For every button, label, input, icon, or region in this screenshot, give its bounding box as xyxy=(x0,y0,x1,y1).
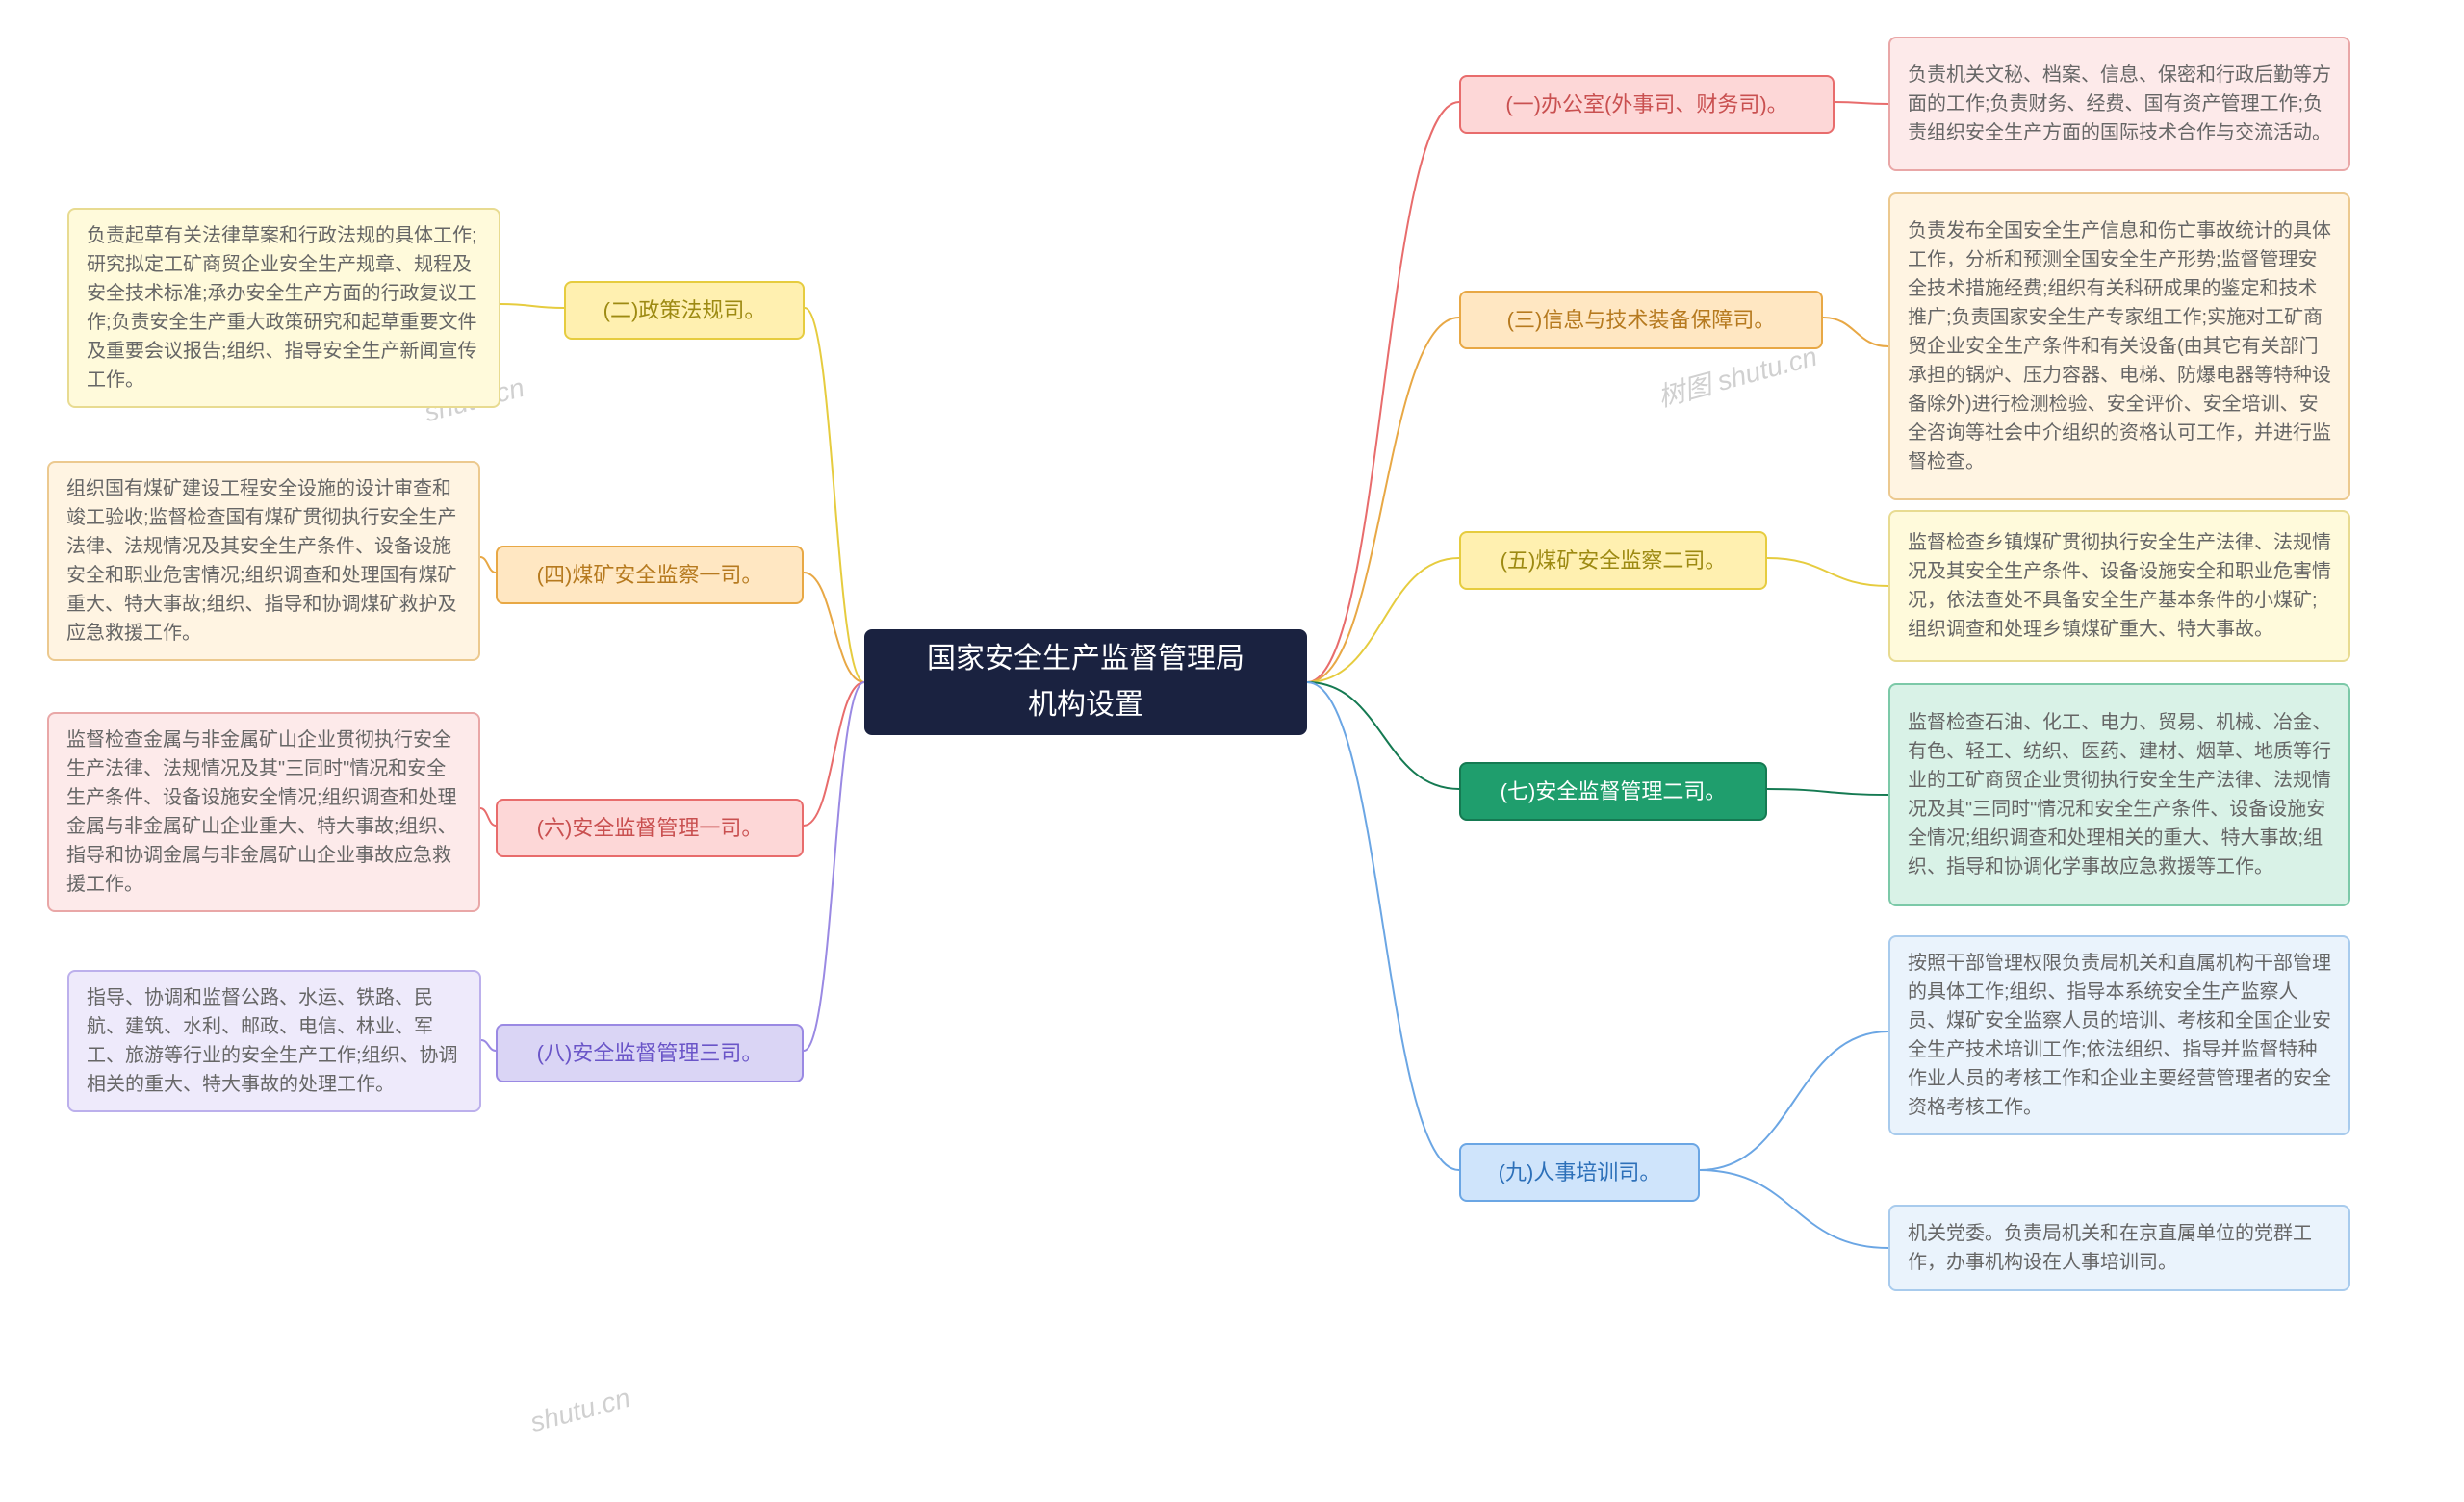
leaf-r5: 监督检查乡镇煤矿贯彻执行安全生产法律、法规情况及其安全生产条件、设备设施安全和职… xyxy=(1888,510,2350,662)
branch-r9[interactable]: (九)人事培训司。 xyxy=(1459,1143,1700,1202)
center-node[interactable]: 国家安全生产监督管理局 机构设置 xyxy=(864,629,1307,735)
branch-l8[interactable]: (八)安全监督管理三司。 xyxy=(496,1024,804,1082)
leaf-r9b: 机关党委。负责局机关和在京直属单位的党群工作，办事机构设在人事培训司。 xyxy=(1888,1205,2350,1291)
branch-r1[interactable]: (一)办公室(外事司、财务司)。 xyxy=(1459,75,1835,134)
watermark-3: shutu.cn xyxy=(527,1383,634,1438)
branch-r7[interactable]: (七)安全监督管理二司。 xyxy=(1459,762,1767,821)
leaf-r3: 负责发布全国安全生产信息和伤亡事故统计的具体工作，分析和预测全国安全生产形势;监… xyxy=(1888,192,2350,500)
leaf-l2: 负责起草有关法律草案和行政法规的具体工作;研究拟定工矿商贸企业安全生产规章、规程… xyxy=(67,208,500,408)
leaf-r9a: 按照干部管理权限负责局机关和直属机构干部管理的具体工作;组织、指导本系统安全生产… xyxy=(1888,935,2350,1135)
branch-l2[interactable]: (二)政策法规司。 xyxy=(564,281,805,340)
branch-l6[interactable]: (六)安全监督管理一司。 xyxy=(496,799,804,857)
branch-r5[interactable]: (五)煤矿安全监察二司。 xyxy=(1459,531,1767,590)
branch-l4[interactable]: (四)煤矿安全监察一司。 xyxy=(496,546,804,604)
leaf-l6: 监督检查金属与非金属矿山企业贯彻执行安全生产法律、法规情况及其"三同时"情况和安… xyxy=(47,712,480,912)
branch-r3[interactable]: (三)信息与技术装备保障司。 xyxy=(1459,291,1823,349)
leaf-l4: 组织国有煤矿建设工程安全设施的设计审查和竣工验收;监督检查国有煤矿贯彻执行安全生… xyxy=(47,461,480,661)
leaf-r1: 负责机关文秘、档案、信息、保密和行政后勤等方面的工作;负责财务、经费、国有资产管… xyxy=(1888,37,2350,171)
leaf-r7: 监督检查石油、化工、电力、贸易、机械、冶金、有色、轻工、纺织、医药、建材、烟草、… xyxy=(1888,683,2350,906)
leaf-l8: 指导、协调和监督公路、水运、铁路、民航、建筑、水利、邮政、电信、林业、军工、旅游… xyxy=(67,970,481,1112)
